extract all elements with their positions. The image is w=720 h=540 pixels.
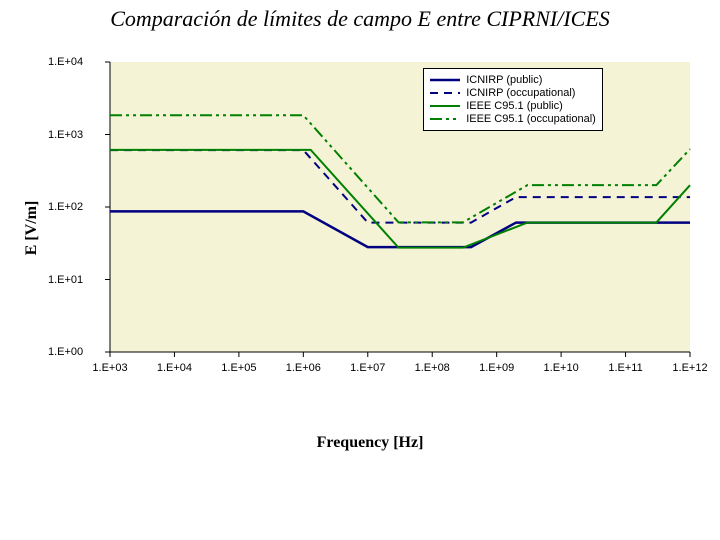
legend-swatch [430,101,460,111]
x-tick-label: 1.E+03 [92,362,127,374]
legend-item: ICNIRP (public) [430,74,596,86]
legend-item: IEEE C95.1 (public) [430,100,596,112]
x-tick-label: 1.E+09 [479,362,514,374]
x-tick-label: 1.E+12 [672,362,707,374]
legend-swatch [430,114,460,124]
y-tick-label: 1.E+03 [48,129,83,141]
series-line [110,211,690,247]
legend-item: ICNIRP (occupational) [430,87,596,99]
y-tick-label: 1.E+01 [48,274,83,286]
y-tick-label: 1.E+04 [48,56,83,68]
x-tick-label: 1.E+10 [544,362,579,374]
x-tick-label: 1.E+07 [350,362,385,374]
legend-label: IEEE C95.1 (public) [466,100,563,112]
legend-swatch [430,88,460,98]
x-axis-label: Frequency [Hz] [317,434,424,452]
x-tick-label: 1.E+08 [415,362,450,374]
chart-title: Comparación de límites de campo E entre … [0,6,720,32]
y-axis-label: E [V/m] [23,201,41,256]
legend-item: IEEE C95.1 (occupational) [430,113,596,125]
legend: ICNIRP (public)ICNIRP (occupational)IEEE… [423,68,603,131]
x-tick-label: 1.E+11 [608,362,642,374]
legend-swatch [430,75,460,85]
x-tick-label: 1.E+04 [157,362,192,374]
legend-label: ICNIRP (public) [466,74,542,86]
y-tick-label: 1.E+00 [48,346,83,358]
x-tick-label: 1.E+06 [286,362,321,374]
legend-label: ICNIRP (occupational) [466,87,575,99]
series-line [110,150,690,248]
y-tick-label: 1.E+02 [48,201,83,213]
x-tick-label: 1.E+05 [221,362,256,374]
legend-label: IEEE C95.1 (occupational) [466,113,596,125]
chart-container: E [V/m] Frequency [Hz] ICNIRP (public)IC… [40,58,700,398]
series-line [110,115,690,222]
